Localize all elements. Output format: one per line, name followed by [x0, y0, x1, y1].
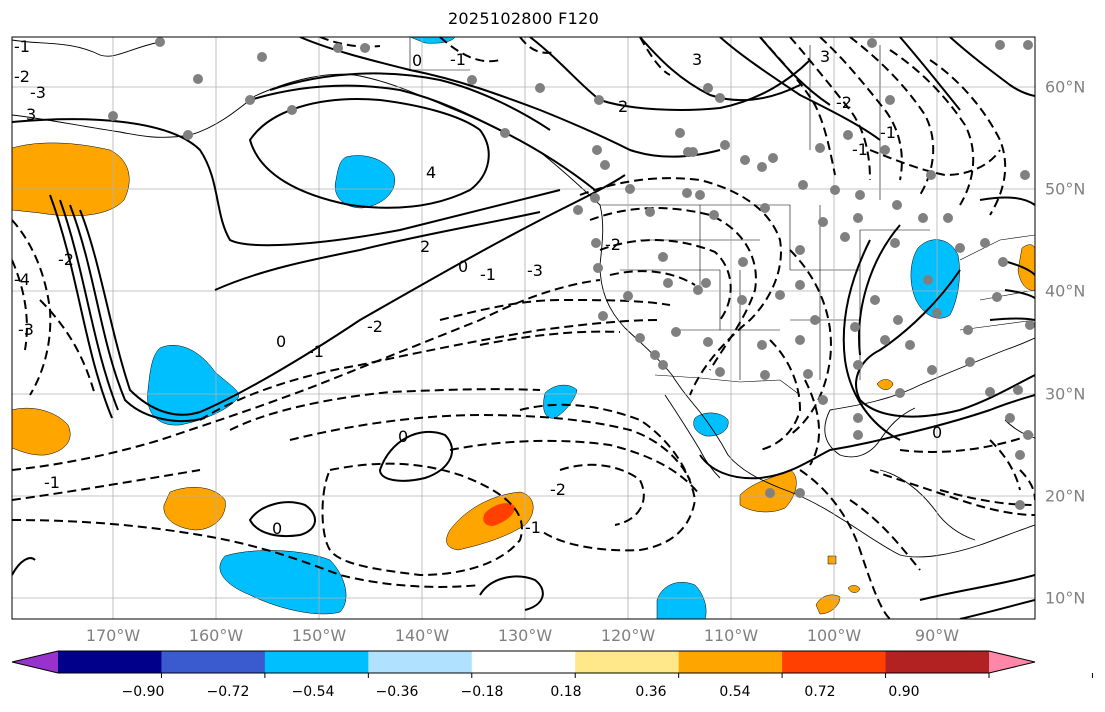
colorbar-swatch — [782, 651, 887, 673]
colorbar-swatch — [885, 651, 990, 673]
contour-label: 3 — [820, 47, 830, 66]
shade-red-east-pacific-core — [483, 503, 515, 526]
colorbar-tick: 0.54 — [719, 684, 751, 700]
colorbar-swatch — [678, 651, 783, 673]
contour-label: -1 — [14, 37, 30, 56]
colorbar-swatch — [368, 651, 473, 673]
contour-label: -3 — [30, 83, 46, 102]
contour-label: -1 — [525, 518, 541, 537]
shade-orange-dateline-north — [12, 142, 130, 217]
contour-label: -1 — [44, 473, 60, 492]
shade-orange-tiny-2 — [847, 585, 861, 593]
colorbar-swatch — [161, 651, 266, 673]
shade-orange-tiny-1 — [827, 555, 837, 565]
colorbar-tick: −0.72 — [206, 684, 250, 700]
lat-label-20n: 20°N — [1045, 486, 1086, 506]
lon-label-140w: 140°W — [394, 626, 450, 645]
lat-label-30n: 30°N — [1045, 384, 1086, 404]
contour-label: 3 — [26, 105, 36, 124]
shade-blue-central-pacific-south — [656, 582, 707, 619]
contour-label: 0 — [932, 423, 942, 442]
shade-blue-great-lakes — [910, 239, 960, 319]
lon-label-130w: 130°W — [497, 626, 553, 645]
contour-label: -2 — [550, 480, 566, 499]
colorbar-swatch — [58, 651, 162, 673]
colorbar-extend-high — [989, 651, 1035, 673]
shade-blue-gulf-alaska — [334, 155, 395, 209]
contour-label: -1 — [308, 342, 324, 361]
contour-label: 3 — [692, 50, 702, 69]
contour-label: 2 — [420, 237, 430, 256]
colorbar-tick: −0.90 — [121, 684, 165, 700]
contour-label: 0 — [458, 257, 468, 276]
lon-label-90w: 90°W — [914, 626, 960, 645]
contour-label: -1 — [480, 265, 496, 284]
contour-label: 0 — [412, 51, 422, 70]
positive-contours — [12, 37, 1035, 619]
lat-label-10n: 10°N — [1045, 588, 1086, 608]
colorbar — [11, 650, 1093, 678]
contour-label: -2 — [14, 67, 30, 86]
contour-label: -2 — [605, 235, 621, 254]
colorbar-tick: −0.18 — [460, 684, 504, 700]
colorbar-tick: −0.36 — [375, 684, 419, 700]
colorbar-swatch — [471, 651, 576, 673]
station-markers — [108, 37, 1035, 510]
contour-label: -3 — [18, 320, 34, 339]
map-frame — [11, 36, 1036, 620]
contour-label: 4 — [426, 163, 436, 182]
contour-label: -1 — [450, 50, 466, 69]
colorbar-swatch — [264, 651, 369, 673]
shade-orange-gulf — [876, 379, 894, 390]
contour-label: -3 — [527, 261, 543, 280]
colorbar-extend-low — [12, 651, 58, 673]
colorbar-swatch — [575, 651, 680, 673]
lat-label-50n: 50°N — [1045, 179, 1086, 199]
lon-label-160w: 160°W — [188, 626, 244, 645]
contour-label: -4 — [14, 270, 30, 289]
colorbar-tick: −0.54 — [291, 684, 335, 700]
contour-label: -2 — [58, 250, 74, 269]
contour-label: -2 — [367, 317, 383, 336]
lon-label-150w: 150°W — [291, 626, 347, 645]
plot-title: 2025102800 F120 — [447, 9, 600, 28]
lat-label-40n: 40°N — [1045, 281, 1086, 301]
lon-label-100w: 100°W — [806, 626, 862, 645]
negative-contours — [12, 37, 1035, 619]
contour-label: 0 — [276, 332, 286, 351]
colorbar-outline — [11, 650, 1036, 674]
lon-label-120w: 120°W — [600, 626, 656, 645]
colorbar-tick: 0.90 — [888, 684, 920, 700]
shade-orange-west-edge — [12, 407, 71, 456]
shade-blue-baja — [693, 412, 729, 437]
contour-label: 0 — [398, 427, 408, 446]
contour-label: -2 — [836, 93, 852, 112]
contour-label: -1 — [880, 123, 896, 142]
lon-label-170w: 170°W — [85, 626, 141, 645]
shade-orange-east-edge — [1017, 244, 1035, 291]
lat-label-60n: 60°N — [1045, 77, 1086, 97]
colorbar-tick: 0.36 — [635, 684, 667, 700]
coastlines — [12, 39, 1035, 558]
contour-label: 2 — [618, 97, 628, 116]
contour-label-layer: -1 -2 -3 3 -4 4 -1 -2 -3 2 0 -1 -2 -1 0 … — [14, 37, 942, 538]
colorbar-tick: 0.18 — [550, 684, 582, 700]
colorbar-tick: 0.72 — [804, 684, 836, 700]
contour-label: 0 — [272, 519, 282, 538]
lon-label-110w: 110°W — [703, 626, 759, 645]
contour-label: -1 — [852, 140, 868, 159]
